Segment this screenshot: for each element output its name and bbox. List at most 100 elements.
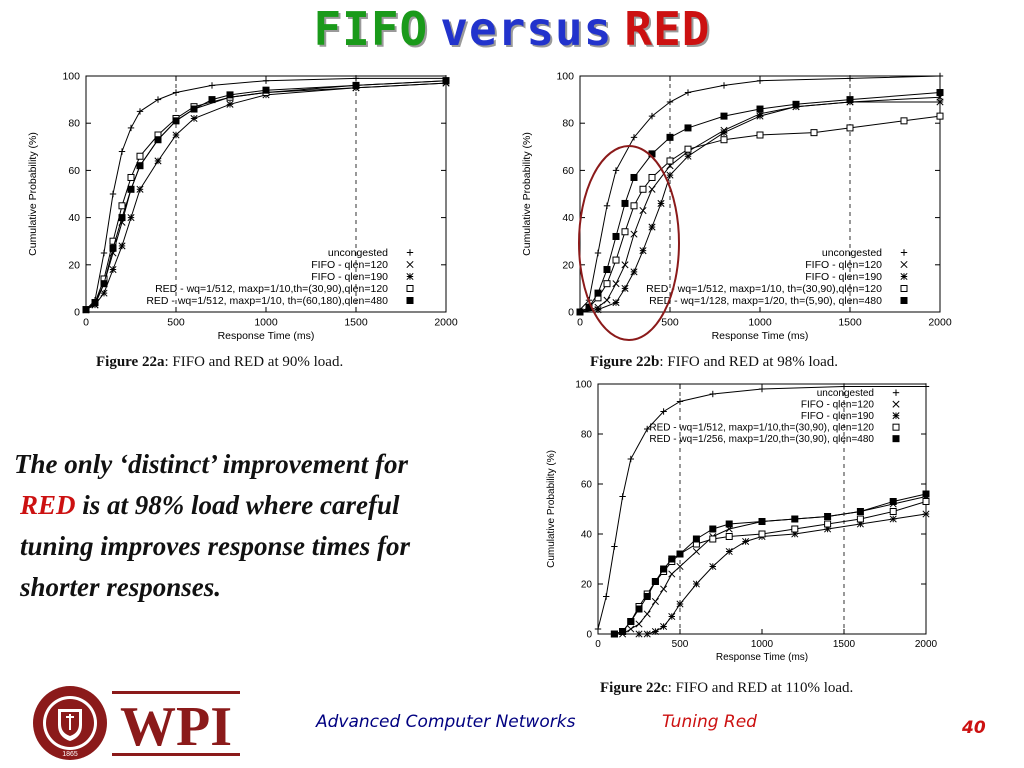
data-point [612,256,620,264]
data-point [720,136,728,144]
legend-entry: RED - wq=1/512, maxp=1/10, th=(30,90),ql… [646,283,882,295]
y-tick-label: 40 [562,212,574,224]
footer-page-number: 40 [962,718,986,738]
x-tick-label: 0 [577,317,583,329]
data-point [824,520,832,528]
chart-22a: 0 500 1000 1500 2000 0 20 40 60 80 100 Response Tim… [20,60,470,350]
y-tick-label: 60 [562,165,574,177]
legend-entry: uncongested [328,247,388,259]
legend-entry: FIFO - qlen=190 [805,271,882,283]
data-point [758,530,766,538]
data-point [109,265,117,274]
x-tick-label: 1500 [344,317,368,329]
data-point [630,134,638,141]
data-point [118,202,126,210]
data-point [627,618,635,625]
data-point [621,228,629,236]
y-tick-label: 80 [562,118,574,130]
legend-entry: RED - wq=1/512, maxp=1/10,th=(30,90),qle… [155,283,388,295]
data-point [619,628,627,635]
data-point [118,214,126,222]
data-point [676,398,684,405]
data-point [639,247,647,255]
chart-22c: 0 500 1000 1500 2000 0 20 40 60 80 100 Response Tim… [540,370,964,676]
data-point [756,105,764,113]
body-line: The only ‘distinct’ improvement for [14,444,524,485]
data-point [810,129,818,137]
data-point [442,77,450,85]
data-point [922,383,930,390]
legend-entry: FIFO - qlen=190 [801,411,875,422]
data-point [208,82,216,89]
data-point [612,167,620,174]
data-point [136,108,144,115]
data-point [651,578,659,585]
chart-svg: 0 500 1000 1500 2000 0 20 40 60 80 100 Response Tim… [546,379,938,663]
body-text-segment: RED [20,490,76,520]
caption-22b-label: Figure 22b [590,354,660,370]
series-line [579,92,941,313]
data-point [648,112,656,120]
y-axis-label: Cumulative Probability (%) [521,132,533,256]
y-tick-label: 40 [581,529,593,540]
data-point [651,627,659,636]
data-point [612,280,620,288]
body-line: RED is at 98% load where careful [14,485,524,526]
x-tick-label: 2000 [434,317,458,329]
data-point [208,96,216,104]
legend-marker [406,272,414,281]
data-point [594,625,602,633]
data-point [262,77,270,84]
series-5 [576,89,944,316]
data-point [639,206,647,215]
data-point [889,515,897,523]
data-point [109,237,117,245]
data-point [660,565,668,573]
data-point [621,261,629,269]
y-axis-label: Cumulative Probability (%) [27,132,39,256]
x-tick-label: 1000 [751,639,774,650]
wpi-logo: 1865 WPI [30,683,242,763]
data-point [791,515,799,523]
data-point [692,547,700,556]
caption-22c-label: Figure 22c [600,680,668,696]
data-point [154,136,162,144]
body-text-segment: shorter responses. [20,572,222,602]
caption-22c: Figure 22c: FIFO and RED at 110% load. [600,680,853,697]
legend-marker [406,297,414,304]
footer-course: Advanced Computer Networks [316,712,576,732]
data-point [190,114,198,123]
data-point [127,214,135,222]
data-point [127,124,135,132]
data-point [709,535,717,543]
data-point [660,408,667,415]
data-point [936,72,944,80]
data-point [127,185,135,193]
data-point [576,308,584,316]
data-point [190,105,198,113]
data-point [621,284,629,292]
data-point [603,280,611,288]
data-point [846,124,854,132]
data-point [742,537,750,546]
data-point [709,525,717,533]
chart-svg: 0 500 1000 1500 2000 0 20 40 60 80 100 Response Tim… [27,71,458,343]
data-point [643,610,651,618]
data-point [136,162,144,170]
x-tick-label: 500 [661,317,679,329]
y-tick-label: 0 [586,629,592,640]
logo-wordmark: WPI [120,696,232,758]
data-point [725,547,733,556]
data-point [660,585,668,593]
body-line: tuning improves response times for [14,526,524,567]
data-point [643,593,651,600]
data-point [792,100,800,108]
data-point [109,190,117,198]
legend-marker [892,435,900,443]
data-point [639,185,647,193]
data-point [756,112,764,120]
data-point [627,625,635,633]
data-point [824,513,832,520]
